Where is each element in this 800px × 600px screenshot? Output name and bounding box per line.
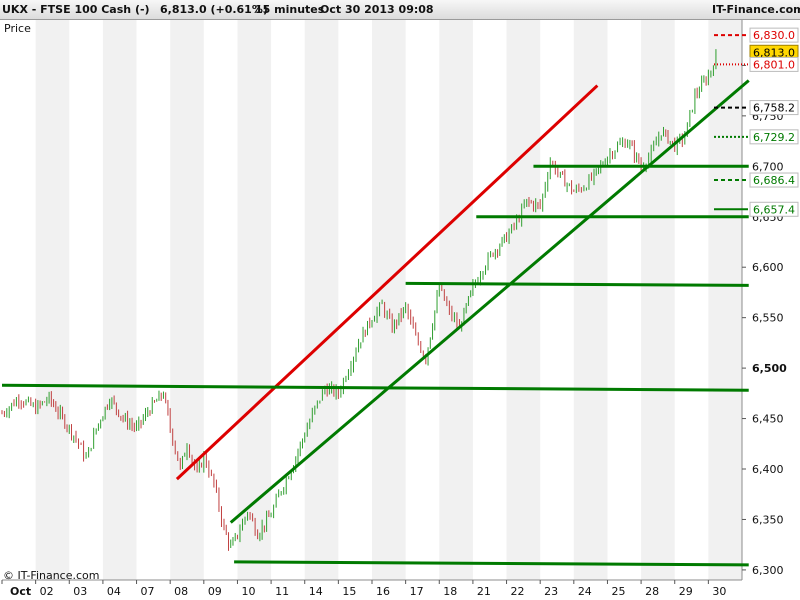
y-tick-label: 6,350 [752, 513, 784, 526]
price-tag-label: 6,813.0 [753, 46, 795, 59]
x-tick-label: 09 [208, 585, 222, 598]
x-tick-label: 18 [443, 585, 457, 598]
x-tick-label: 23 [544, 585, 558, 598]
header-instrument: UKX - FTSE 100 Cash (-) [2, 3, 150, 16]
y-tick-label: 6,300 [752, 564, 784, 577]
header-last-price: 6,813.0 (+0.61%) [160, 3, 268, 16]
copyright-credit: © IT-Finance.com [3, 569, 100, 582]
x-tick-label: 02 [40, 585, 54, 598]
chart-header: UKX - FTSE 100 Cash (-) 6,813.0 (+0.61%)… [0, 0, 800, 20]
x-tick-label: 15 [342, 585, 356, 598]
price-tag-label: 6,801.0 [753, 58, 795, 71]
price-tag-label: 6,657.4 [753, 203, 795, 216]
price-tag-box [749, 129, 799, 145]
x-tick-label: 11 [275, 585, 289, 598]
x-tick-label: 22 [511, 585, 525, 598]
x-tick-label: 16 [376, 585, 390, 598]
x-tick-label: 04 [107, 585, 121, 598]
support-trend-line [234, 560, 749, 567]
day-shade-band [170, 20, 204, 580]
day-shade-band [304, 20, 339, 580]
x-tick-label: 25 [611, 585, 625, 598]
header-timeframe: 15 minutes [255, 3, 325, 16]
day-shade-band [641, 20, 675, 580]
x-tick-label: 24 [578, 585, 592, 598]
day-shade-band [573, 20, 608, 580]
y-tick-label: 6,550 [752, 312, 784, 325]
x-tick-label: 08 [174, 585, 188, 598]
x-tick-label: 17 [410, 585, 424, 598]
price-tag-box [749, 201, 799, 217]
price-tag-label: 6,729.2 [753, 131, 795, 144]
support-trend-line [229, 79, 750, 524]
price-tag-label: 6,758.2 [753, 102, 795, 115]
price-axis-caption: Price [4, 22, 31, 35]
day-shade-band [708, 20, 742, 580]
x-tick-label: 07 [141, 585, 155, 598]
day-shade-band [372, 20, 406, 580]
price-tag-box [749, 100, 799, 116]
support-trend-line [1, 383, 749, 392]
price-tag-label: 6,830.0 [753, 29, 795, 42]
x-tick-label: 21 [477, 585, 491, 598]
day-shade-band [506, 20, 541, 580]
x-tick-label: 28 [645, 585, 659, 598]
header-brand: IT-Finance.com [712, 3, 800, 16]
x-tick-label: 10 [241, 585, 255, 598]
header-datetime: Oct 30 2013 09:08 [320, 3, 434, 16]
day-shade-band [102, 20, 137, 580]
y-tick-label: 6,500 [752, 362, 787, 375]
y-tick-label: 6,400 [752, 463, 784, 476]
price-tag-box [749, 172, 799, 188]
resistance-trend-line [175, 84, 599, 481]
x-tick-label: 30 [712, 585, 726, 598]
x-tick-label: Oct [10, 585, 31, 598]
x-tick-label: 03 [73, 585, 87, 598]
x-tick-label: 14 [309, 585, 323, 598]
price-tag-label: 6,686.4 [753, 174, 795, 187]
day-shade-band [237, 20, 272, 580]
day-shade-band [439, 20, 473, 580]
support-trend-line [405, 281, 749, 287]
y-tick-label: 6,700 [752, 160, 784, 173]
y-tick-label: 6,600 [752, 261, 784, 274]
x-tick-label: 29 [679, 585, 693, 598]
day-shade-band [35, 20, 70, 580]
price-tag-box [749, 27, 799, 43]
price-tag-box [749, 56, 799, 72]
y-tick-label: 6,450 [752, 413, 784, 426]
